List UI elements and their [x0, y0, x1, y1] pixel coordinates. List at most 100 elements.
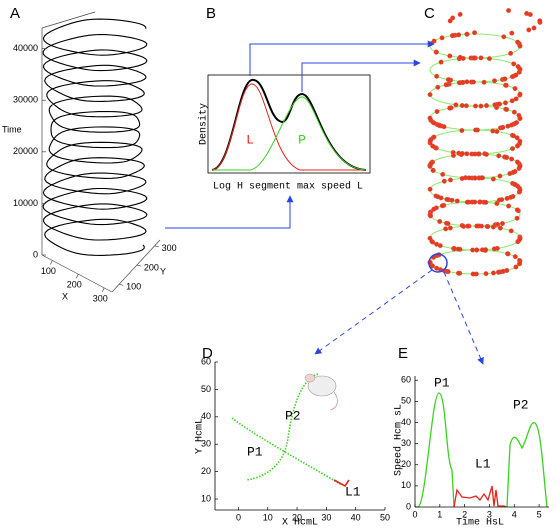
speed-point [511, 169, 517, 175]
speed-point [472, 175, 478, 181]
x-tick-label: 20 [292, 512, 302, 522]
speed-point [512, 86, 518, 91]
speed-point [497, 225, 503, 231]
speed-point [465, 223, 471, 229]
speed-point [483, 151, 489, 157]
speed-point [483, 271, 489, 277]
y-tick-label: 10 [201, 493, 211, 503]
speed-point [435, 194, 441, 200]
speed-point [497, 173, 503, 179]
speed-point [537, 18, 543, 24]
axis-label: Y [160, 266, 166, 276]
tick-label: 40000 [13, 43, 38, 53]
speed-point [495, 221, 501, 227]
speed-point [427, 138, 433, 144]
speed-point [433, 49, 439, 55]
speed-point [502, 76, 508, 82]
helix-loop [429, 129, 521, 155]
speed-point [430, 167, 436, 173]
speed-point [429, 239, 435, 244]
speed-point [517, 43, 523, 49]
speed-point [431, 120, 437, 126]
y-tick-label: 0 [406, 501, 411, 511]
x-tick-label: 50 [380, 512, 390, 522]
y-tick-label: 40 [401, 417, 411, 427]
speed-point [441, 124, 447, 130]
speed-point [506, 8, 512, 14]
speed-point [478, 55, 484, 61]
speed-point [443, 226, 449, 232]
panel-a-axes [41, 11, 161, 293]
axis-label: Y HcmL [195, 418, 206, 454]
annotation: L1 [475, 456, 491, 471]
tick-label: 30000 [13, 95, 38, 105]
speed-point [515, 39, 521, 45]
speed-point [440, 171, 446, 177]
speed-point [454, 198, 460, 204]
speed-point [456, 270, 461, 276]
speed-point [445, 77, 451, 83]
speed-point [486, 56, 492, 62]
speed-point [427, 186, 433, 192]
annotation: P2 [513, 397, 529, 412]
path-p1 [231, 417, 343, 486]
speed-point [471, 55, 477, 61]
tick [119, 283, 124, 286]
x-tick-label: 30 [321, 512, 331, 522]
tick [101, 287, 105, 293]
speed-point [514, 135, 520, 141]
panel-label: B [206, 5, 216, 22]
speed-l1 [453, 485, 507, 508]
tick-label: 10000 [13, 198, 38, 208]
speed-point [496, 101, 502, 107]
density-l [211, 83, 366, 171]
speed-point [510, 146, 515, 152]
x-tick-label: 10 [263, 512, 273, 522]
tick [154, 245, 159, 248]
speed-point [428, 160, 434, 166]
speed-point [427, 92, 433, 98]
speed-point [506, 203, 512, 209]
speed-point [502, 100, 508, 106]
speed-point [509, 98, 515, 104]
speed-point [427, 115, 433, 121]
speed-point [490, 176, 496, 182]
speed-point [517, 138, 523, 144]
speed-point [435, 84, 441, 90]
speed-point [511, 109, 517, 115]
speed-point [514, 207, 520, 213]
speed-point [505, 251, 511, 257]
y-tick-label: 20 [201, 466, 211, 476]
helix-path [42, 18, 148, 256]
speed-point [504, 107, 510, 112]
panel-label: E [398, 345, 408, 362]
tick-label: 300 [93, 293, 108, 303]
x-tick-label: 1 [437, 509, 442, 519]
tick-label: 20000 [13, 146, 38, 156]
speed-point [464, 79, 470, 85]
speed-point [439, 35, 445, 41]
speed-point [434, 73, 440, 79]
tick-label: 0 [33, 249, 38, 259]
speed-point [514, 215, 520, 221]
speed-point [459, 176, 465, 181]
speed-point [512, 254, 518, 260]
speed-point [484, 103, 489, 109]
y-tick-label: 50 [401, 396, 411, 406]
speed-point [427, 212, 433, 218]
speed-point [470, 79, 476, 85]
speed-point [517, 163, 523, 169]
speed-point [483, 247, 489, 253]
speed-point [517, 261, 522, 267]
curve-label: L [246, 132, 254, 147]
speed-point [517, 187, 523, 193]
speed-point [472, 30, 478, 36]
speed-point [501, 34, 507, 40]
speed-point [490, 224, 496, 230]
trajectory-classified [427, 8, 543, 277]
speed-point [475, 151, 481, 157]
curve-label: P [298, 132, 306, 147]
speed-point [443, 82, 449, 88]
y-tick-label: 30 [401, 438, 411, 448]
